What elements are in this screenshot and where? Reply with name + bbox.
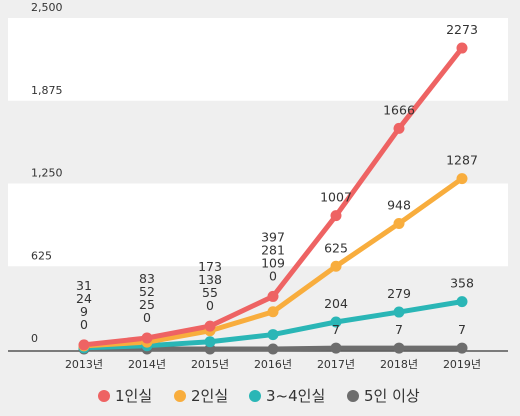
data-point <box>456 296 468 308</box>
data-point <box>267 306 279 318</box>
data-label: 204 <box>324 296 348 311</box>
data-label: 281 <box>261 242 285 257</box>
data-label: 2273 <box>446 22 478 37</box>
data-point <box>456 342 468 354</box>
x-axis-ticks: 2013년 2014년 2015년 2016년 2017년 2018년 2019년 <box>65 358 481 371</box>
data-point <box>330 316 342 328</box>
data-point <box>393 306 405 318</box>
series-points <box>78 42 468 355</box>
legend-label: 2인실 <box>191 387 228 405</box>
x-tick-label: 2015년 <box>191 358 229 371</box>
plot-band-0 <box>8 18 508 101</box>
data-label: 24 <box>76 291 92 306</box>
data-label: 7 <box>395 322 403 337</box>
legend-marker <box>347 390 359 402</box>
data-label: 109 <box>261 255 285 270</box>
data-label: 0 <box>143 310 151 325</box>
data-label: 138 <box>198 272 222 287</box>
data-point <box>330 210 342 222</box>
data-point <box>456 173 468 185</box>
data-point <box>78 339 90 351</box>
data-point <box>204 320 216 332</box>
data-labels: 3124908352250173138550397281109010076252… <box>76 22 478 337</box>
y-tick-label: 2,500 <box>31 1 63 14</box>
data-label: 279 <box>387 286 411 301</box>
x-tick-label: 2017년 <box>317 358 355 371</box>
data-label: 1287 <box>446 153 478 168</box>
data-point <box>267 343 279 355</box>
x-tick-label: 2018년 <box>380 358 418 371</box>
data-label: 55 <box>202 285 218 300</box>
data-label: 1007 <box>320 190 352 205</box>
data-point <box>393 122 405 134</box>
legend-item: 2인실 <box>174 387 228 405</box>
data-label: 7 <box>458 322 466 337</box>
data-point <box>204 336 216 348</box>
x-tick-label: 2019년 <box>443 358 481 371</box>
data-label: 31 <box>76 278 92 293</box>
legend-item: 3~4인실 <box>249 387 325 405</box>
data-label: 83 <box>139 271 155 286</box>
data-point <box>330 342 342 354</box>
data-label: 52 <box>139 284 155 299</box>
x-tick-label: 2014년 <box>128 358 166 371</box>
data-label: 0 <box>269 268 277 283</box>
data-label: 173 <box>198 259 222 274</box>
legend-marker <box>98 390 110 402</box>
data-label: 625 <box>324 240 348 255</box>
x-tick-label: 2016년 <box>254 358 292 371</box>
data-point <box>267 290 279 302</box>
data-point <box>267 329 279 341</box>
data-label: 25 <box>139 297 155 312</box>
plot-background-bands <box>8 18 508 267</box>
legend-label: 5인 이상 <box>364 387 420 405</box>
data-point <box>141 332 153 344</box>
data-label: 9 <box>80 304 88 319</box>
x-tick-label: 2013년 <box>65 358 103 371</box>
data-label: 0 <box>80 317 88 332</box>
legend-label: 3~4인실 <box>266 387 325 405</box>
data-point <box>393 217 405 229</box>
data-label: 1666 <box>383 102 415 117</box>
data-point <box>330 260 342 272</box>
data-label: 7 <box>332 322 340 337</box>
legend-marker <box>174 390 186 402</box>
y-tick-label: 1,250 <box>31 167 63 180</box>
legend-label: 1인실 <box>115 387 152 405</box>
legend-marker <box>249 390 261 402</box>
data-label: 0 <box>206 298 214 313</box>
y-axis-ticks: 0 625 1,250 1,875 2,500 <box>31 1 63 345</box>
y-tick-label: 1,875 <box>31 84 63 97</box>
data-label: 358 <box>450 276 474 291</box>
y-tick-label: 0 <box>31 332 38 345</box>
y-tick-label: 625 <box>31 249 52 262</box>
data-label: 397 <box>261 229 285 244</box>
data-point <box>456 42 468 54</box>
legend-item: 1인실 <box>98 387 152 405</box>
plot-band-1 <box>8 183 508 267</box>
data-point <box>393 342 405 354</box>
legend: 1인실 2인실 3~4인실 5인 이상 <box>98 387 420 405</box>
legend-item: 5인 이상 <box>347 387 420 405</box>
data-label: 948 <box>387 197 411 212</box>
